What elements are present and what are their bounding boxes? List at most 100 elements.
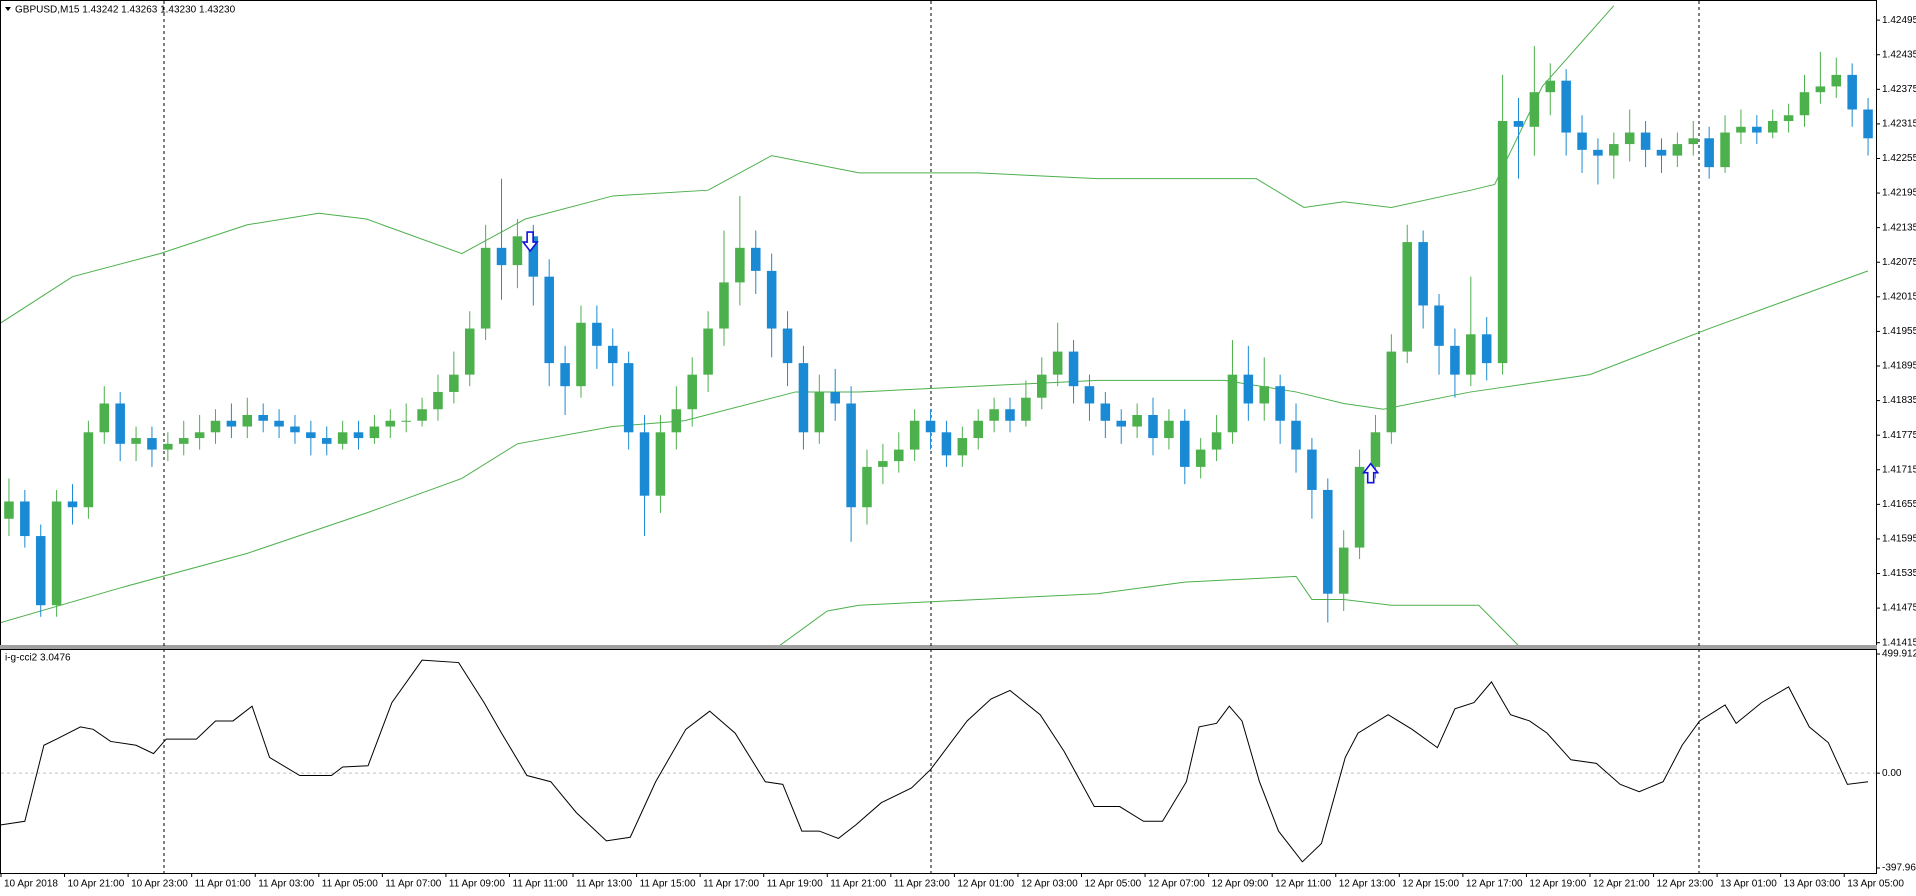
x-tick-label: 13 Apr 01:00	[1720, 879, 1777, 890]
y-tick-label: 1.41835	[1882, 395, 1916, 406]
candle-body	[1767, 121, 1778, 133]
candle-body	[163, 443, 173, 450]
y-tick-label: 499.9126	[1882, 649, 1916, 660]
candle-body	[1497, 121, 1508, 364]
candle-body	[4, 501, 14, 519]
x-tick-label: 10 Apr 21:00	[68, 879, 125, 890]
y-tick-label: 1.41655	[1882, 499, 1916, 510]
candle-body	[735, 247, 745, 283]
candle-body	[1720, 132, 1730, 168]
candle-body	[607, 345, 618, 364]
candle-body	[528, 236, 539, 277]
candle-body	[894, 449, 904, 462]
band-line	[1, 270, 1869, 624]
candle-body	[1577, 132, 1587, 150]
x-tick-label: 11 Apr 21:00	[830, 879, 886, 890]
candle-body	[1752, 126, 1762, 133]
y-tick-label: 1.42495	[1882, 15, 1916, 26]
candle-body	[1180, 420, 1190, 467]
candle-body	[67, 501, 78, 508]
y-tick-label: 1.42015	[1882, 291, 1916, 302]
candle-body	[1529, 92, 1540, 127]
candle-body	[878, 461, 888, 467]
candle-body	[99, 403, 110, 433]
candle-body	[194, 432, 205, 439]
pane-separator	[0, 645, 1877, 649]
x-tick-label: 11 Apr 01:00	[195, 879, 251, 890]
y-tick-label: 1.41415	[1882, 637, 1916, 648]
candle-body	[35, 536, 46, 606]
candle-body	[1021, 397, 1031, 421]
candle-body	[1132, 415, 1142, 427]
candle-body	[1783, 115, 1794, 122]
candle-body	[1561, 80, 1571, 133]
candle-body	[1545, 80, 1556, 93]
candle-body	[1863, 109, 1873, 139]
candle-body	[1815, 86, 1826, 93]
y-tick-label: 1.41955	[1882, 326, 1916, 337]
y-tick-label: 1.42375	[1882, 84, 1916, 95]
x-tick-label: 11 Apr 13:00	[576, 879, 632, 890]
candle-body	[1116, 420, 1126, 427]
candle-body	[1640, 132, 1651, 150]
x-tick-label: 12 Apr 01:00	[957, 879, 1014, 890]
x-tick-label: 12 Apr 15:00	[1402, 879, 1459, 890]
x-tick-label: 12 Apr 17:00	[1466, 879, 1523, 890]
candle-body	[83, 432, 94, 508]
candle-body	[671, 409, 682, 433]
candle-body	[989, 409, 999, 421]
y-tick-label: 1.41535	[1882, 568, 1916, 579]
candle-body	[1736, 126, 1746, 133]
y-tick-label: -397.9614	[1882, 863, 1916, 874]
candle-body	[544, 276, 554, 364]
candle-body	[1291, 420, 1301, 450]
candle-body	[115, 403, 125, 444]
candle-body	[1799, 92, 1810, 116]
candle-body	[417, 409, 427, 421]
y-tick-label: 1.42135	[1882, 222, 1916, 233]
x-tick-label: 12 Apr 05:00	[1085, 879, 1142, 890]
x-tick-label: 12 Apr 09:00	[1212, 879, 1269, 890]
x-tick-label: 11 Apr 17:00	[703, 879, 759, 890]
candle-body	[1323, 489, 1333, 594]
candle-body	[1672, 144, 1683, 156]
candle-body	[1656, 149, 1667, 156]
candle-body	[862, 466, 872, 508]
candle-body	[290, 426, 300, 433]
x-tick-label: 11 Apr 15:00	[640, 879, 696, 890]
dropdown-icon	[5, 7, 11, 11]
x-tick-label: 12 Apr 19:00	[1529, 879, 1586, 890]
x-tick-label: 11 Apr 05:00	[322, 879, 378, 890]
candle-body	[957, 438, 968, 456]
candle-body	[687, 374, 697, 410]
candle-body	[1450, 345, 1460, 375]
candle-body	[1211, 432, 1222, 450]
candle-body	[1481, 334, 1492, 364]
candle-body	[703, 328, 713, 375]
candle-body	[401, 420, 411, 422]
candle-body	[655, 432, 666, 496]
candle-body	[1195, 449, 1206, 467]
sub-pane-frame	[0, 649, 1877, 874]
candle-body	[973, 420, 983, 439]
candle-body	[1037, 374, 1047, 398]
x-tick-label: 11 Apr 03:00	[258, 879, 314, 890]
candle-body	[623, 363, 634, 433]
candle-body	[766, 270, 777, 329]
main-pane-frame	[0, 0, 1877, 646]
candle-body	[147, 438, 157, 450]
y-tick-label: 1.41895	[1882, 361, 1916, 372]
candle-body	[337, 432, 348, 444]
candle-body	[226, 420, 237, 427]
candle-body	[1100, 403, 1111, 421]
candle-body	[353, 432, 364, 439]
signal-arrow	[521, 231, 539, 253]
candle-body	[1513, 121, 1524, 127]
x-tick-label: 11 Apr 11:00	[512, 879, 568, 890]
signal-arrow	[1362, 462, 1380, 484]
candle-body	[385, 420, 396, 427]
band-line	[1, 5, 1615, 324]
x-tick-label: 12 Apr 23:00	[1657, 879, 1714, 890]
y-tick-label: 1.42075	[1882, 257, 1916, 268]
candle-body	[909, 420, 920, 450]
